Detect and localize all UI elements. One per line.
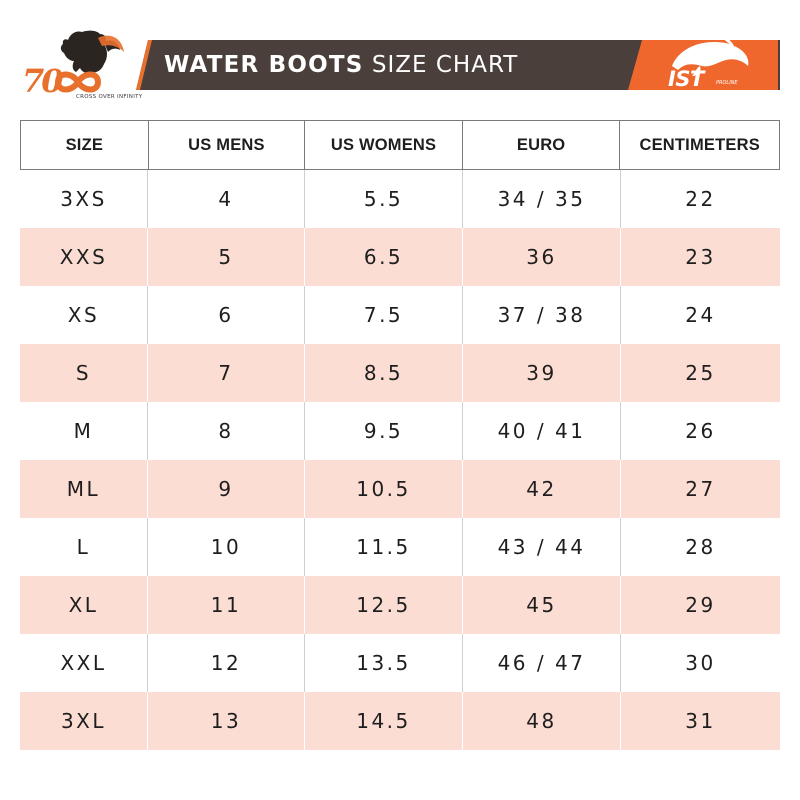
cell-size: XXL <box>20 634 148 692</box>
column-header-us-womens: US WOMENS <box>305 121 463 169</box>
cell-euro: 34 / 35 <box>463 170 621 228</box>
cell-centimeters: 30 <box>685 651 716 675</box>
cell-euro: 45 <box>463 576 621 634</box>
cell-us-womens: 14.5 <box>305 692 463 750</box>
column-header-centimeters: CENTIMETERS <box>639 135 760 154</box>
cell-us-mens: 5 <box>148 228 305 286</box>
cell-us-womens: 11.5 <box>305 518 463 576</box>
cell-euro: 37 / 38 <box>463 286 621 344</box>
column-header-euro: EURO <box>463 121 621 169</box>
cell-us-womens: 9.5 <box>305 402 463 460</box>
title-banner: WATER BOOTS SIZE CHART <box>136 40 780 90</box>
page-title: WATER BOOTS SIZE CHART <box>164 40 518 90</box>
cell-euro: 40 / 41 <box>463 402 621 460</box>
table-row: XS 6 7.5 37 / 38 24 <box>20 286 780 344</box>
ist-logo-text: IST <box>668 67 704 91</box>
cell-size: XXS <box>20 228 148 286</box>
cell-us-mens: 6 <box>148 286 305 344</box>
cell-size: XL <box>20 576 148 634</box>
ist-logo-subtext: PROLINE <box>716 80 738 86</box>
cell-us-mens: 4 <box>148 170 305 228</box>
cell-size: 3XL <box>20 692 148 750</box>
horse-infinity-icon <box>54 30 124 93</box>
table-row: XL 11 12.5 45 29 <box>20 576 780 634</box>
table-row: ML 9 10.5 42 27 <box>20 460 780 518</box>
logo-number: 70 <box>22 62 63 100</box>
column-header-us-mens: US MENS <box>149 121 306 169</box>
brand-logo-right: IST PROLINE <box>628 32 778 92</box>
table-row: M 8 9.5 40 / 41 26 <box>20 402 780 460</box>
cell-us-mens: 13 <box>148 692 305 750</box>
cell-centimeters: 27 <box>685 477 716 501</box>
table-row: XXL 12 13.5 46 / 47 30 <box>20 634 780 692</box>
cell-centimeters: 26 <box>685 419 716 443</box>
cell-size: ML <box>20 460 148 518</box>
table-header-row: SIZE US MENS US WOMENS EURO CENTIMETERS <box>20 120 780 170</box>
cell-us-mens: 10 <box>148 518 305 576</box>
cell-size: 3XS <box>20 170 148 228</box>
cell-centimeters: 29 <box>685 593 716 617</box>
cell-size: S <box>20 344 148 402</box>
cell-us-womens: 5.5 <box>305 170 463 228</box>
table-row: L 10 11.5 43 / 44 28 <box>20 518 780 576</box>
cell-size: XS <box>20 286 148 344</box>
cell-us-mens: 8 <box>148 402 305 460</box>
title-bold: WATER BOOTS <box>164 52 364 78</box>
cell-us-womens: 10.5 <box>305 460 463 518</box>
column-header-size: SIZE <box>21 121 149 169</box>
cell-size: L <box>20 518 148 576</box>
cell-euro: 36 <box>463 228 621 286</box>
cell-us-womens: 13.5 <box>305 634 463 692</box>
cell-us-womens: 8.5 <box>305 344 463 402</box>
size-chart-table: SIZE US MENS US WOMENS EURO CENTIMETERS … <box>20 120 780 750</box>
cell-us-womens: 12.5 <box>305 576 463 634</box>
cell-centimeters: 31 <box>685 709 716 733</box>
table-row: 3XS 4 5.5 34 / 35 22 <box>20 170 780 228</box>
cell-centimeters: 28 <box>685 535 716 559</box>
logo-tagline: CROSS OVER INFINITY <box>76 94 143 100</box>
table-row: S 7 8.5 39 25 <box>20 344 780 402</box>
cell-us-womens: 7.5 <box>305 286 463 344</box>
cell-us-womens: 6.5 <box>305 228 463 286</box>
dolphin-icon <box>628 34 778 90</box>
brand-logo-left: 70 CROSS OVER INFINITY <box>20 28 142 104</box>
cell-centimeters: 25 <box>685 361 716 385</box>
cell-centimeters: 24 <box>685 303 716 327</box>
cell-size: M <box>20 402 148 460</box>
cell-us-mens: 12 <box>148 634 305 692</box>
cell-euro: 42 <box>463 460 621 518</box>
banner-background <box>136 40 780 90</box>
cell-euro: 39 <box>463 344 621 402</box>
cell-euro: 46 / 47 <box>463 634 621 692</box>
cell-us-mens: 9 <box>148 460 305 518</box>
cell-centimeters: 22 <box>685 187 716 211</box>
cell-euro: 48 <box>463 692 621 750</box>
cell-euro: 43 / 44 <box>463 518 621 576</box>
cell-us-mens: 7 <box>148 344 305 402</box>
cell-us-mens: 11 <box>148 576 305 634</box>
table-row: XXS 5 6.5 36 23 <box>20 228 780 286</box>
title-light: SIZE CHART <box>371 52 519 78</box>
table-row: 3XL 13 14.5 48 31 <box>20 692 780 750</box>
cell-centimeters: 23 <box>685 245 716 269</box>
